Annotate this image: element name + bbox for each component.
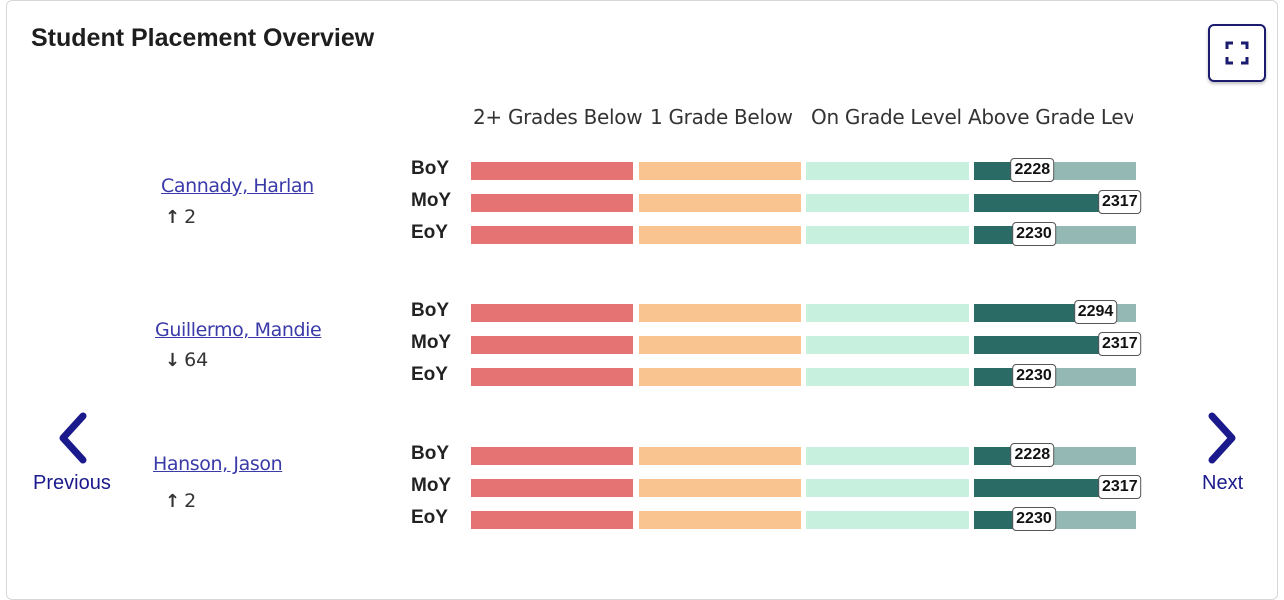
column-header-above: Above Grade Level: [968, 105, 1133, 129]
period-label: EoY: [411, 364, 448, 385]
score-fill: [974, 336, 1120, 354]
segment-two-below: [471, 304, 633, 322]
page-title: Student Placement Overview: [31, 24, 375, 52]
score-badge: 2230: [1012, 364, 1056, 388]
period-label: MoY: [411, 332, 452, 353]
segment-one-below: [639, 162, 801, 180]
column-header-above-clip: Above Grade Level: [968, 105, 1133, 129]
segment-on-grade: [806, 162, 969, 180]
segment-on-grade: [806, 368, 969, 386]
segment-above-grade: 2228: [974, 443, 1136, 467]
score-fill: [974, 194, 1120, 212]
segment-one-below: [639, 447, 801, 465]
segment-on-grade: [806, 479, 969, 497]
chevron-left-icon: [59, 412, 87, 464]
period-label: BoY: [411, 300, 449, 321]
change-value: 2: [184, 206, 197, 228]
change-value: 64: [184, 349, 209, 371]
period-label: EoY: [411, 222, 448, 243]
score-badge: 2228: [1010, 443, 1055, 467]
segment-two-below: [471, 479, 633, 497]
segment-two-below: [471, 511, 633, 529]
segment-above-grade: 2294: [974, 300, 1136, 324]
score-badge: 2228: [1010, 158, 1055, 182]
arrow-up-icon: ↑: [165, 206, 181, 228]
segment-on-grade: [806, 226, 969, 244]
segment-one-below: [639, 511, 801, 529]
period-label: BoY: [411, 158, 449, 179]
score-badge: 2317: [1098, 475, 1142, 499]
period-label: BoY: [411, 443, 449, 464]
period-label: MoY: [411, 190, 452, 211]
segment-two-below: [471, 162, 633, 180]
period-label: EoY: [411, 507, 448, 528]
segment-on-grade: [806, 194, 969, 212]
column-header-two-below: 2+ Grades Below: [473, 105, 643, 129]
segment-above-grade: 2230: [974, 222, 1136, 246]
column-header-one-below: 1 Grade Below: [650, 105, 793, 129]
student-link-guillermo[interactable]: Guillermo, Mandie: [155, 319, 322, 341]
arrow-up-icon: ↑: [165, 490, 181, 512]
segment-two-below: [471, 194, 633, 212]
change-value: 2: [184, 490, 197, 512]
segment-above-grade: 2317: [974, 190, 1142, 214]
student-link-cannady[interactable]: Cannady, Harlan: [161, 175, 314, 197]
score-fill: [974, 304, 1096, 322]
score-badge: 2317: [1098, 332, 1142, 356]
score-change: ↑ 2: [165, 206, 196, 228]
chevron-right-icon: [1208, 412, 1236, 464]
score-change: ↓ 64: [165, 349, 208, 371]
student-link-hanson[interactable]: Hanson, Jason: [153, 453, 283, 475]
score-badge: 2294: [1073, 300, 1118, 324]
segment-two-below: [471, 368, 633, 386]
segment-above-grade: 2317: [974, 332, 1142, 356]
period-label: MoY: [411, 475, 452, 496]
segment-above-grade: 2228: [974, 158, 1136, 182]
score-badge: 2230: [1012, 222, 1056, 246]
segment-above-grade: 2317: [974, 475, 1142, 499]
arrow-down-icon: ↓: [165, 349, 181, 371]
column-header-on-grade: On Grade Level: [811, 105, 962, 129]
previous-button[interactable]: Previous: [33, 412, 111, 495]
next-button[interactable]: Next: [1202, 412, 1243, 495]
previous-label: Previous: [33, 472, 111, 494]
expand-button[interactable]: [1208, 24, 1266, 82]
score-fill: [974, 479, 1120, 497]
next-label: Next: [1202, 472, 1244, 494]
segment-on-grade: [806, 447, 969, 465]
segment-two-below: [471, 336, 633, 354]
segment-above-grade: 2230: [974, 364, 1136, 388]
segment-two-below: [471, 226, 633, 244]
segment-one-below: [639, 479, 801, 497]
segment-one-below: [639, 194, 801, 212]
segment-on-grade: [806, 511, 969, 529]
segment-two-below: [471, 447, 633, 465]
score-change: ↑ 2: [165, 490, 196, 512]
segment-one-below: [639, 336, 801, 354]
fullscreen-icon: [1225, 41, 1249, 65]
segment-above-grade: 2230: [974, 507, 1136, 531]
segment-one-below: [639, 226, 801, 244]
segment-on-grade: [806, 304, 969, 322]
segment-on-grade: [806, 336, 969, 354]
segment-one-below: [639, 304, 801, 322]
placement-card: [6, 0, 1278, 600]
segment-one-below: [639, 368, 801, 386]
score-badge: 2230: [1012, 507, 1056, 531]
score-badge: 2317: [1098, 190, 1142, 214]
